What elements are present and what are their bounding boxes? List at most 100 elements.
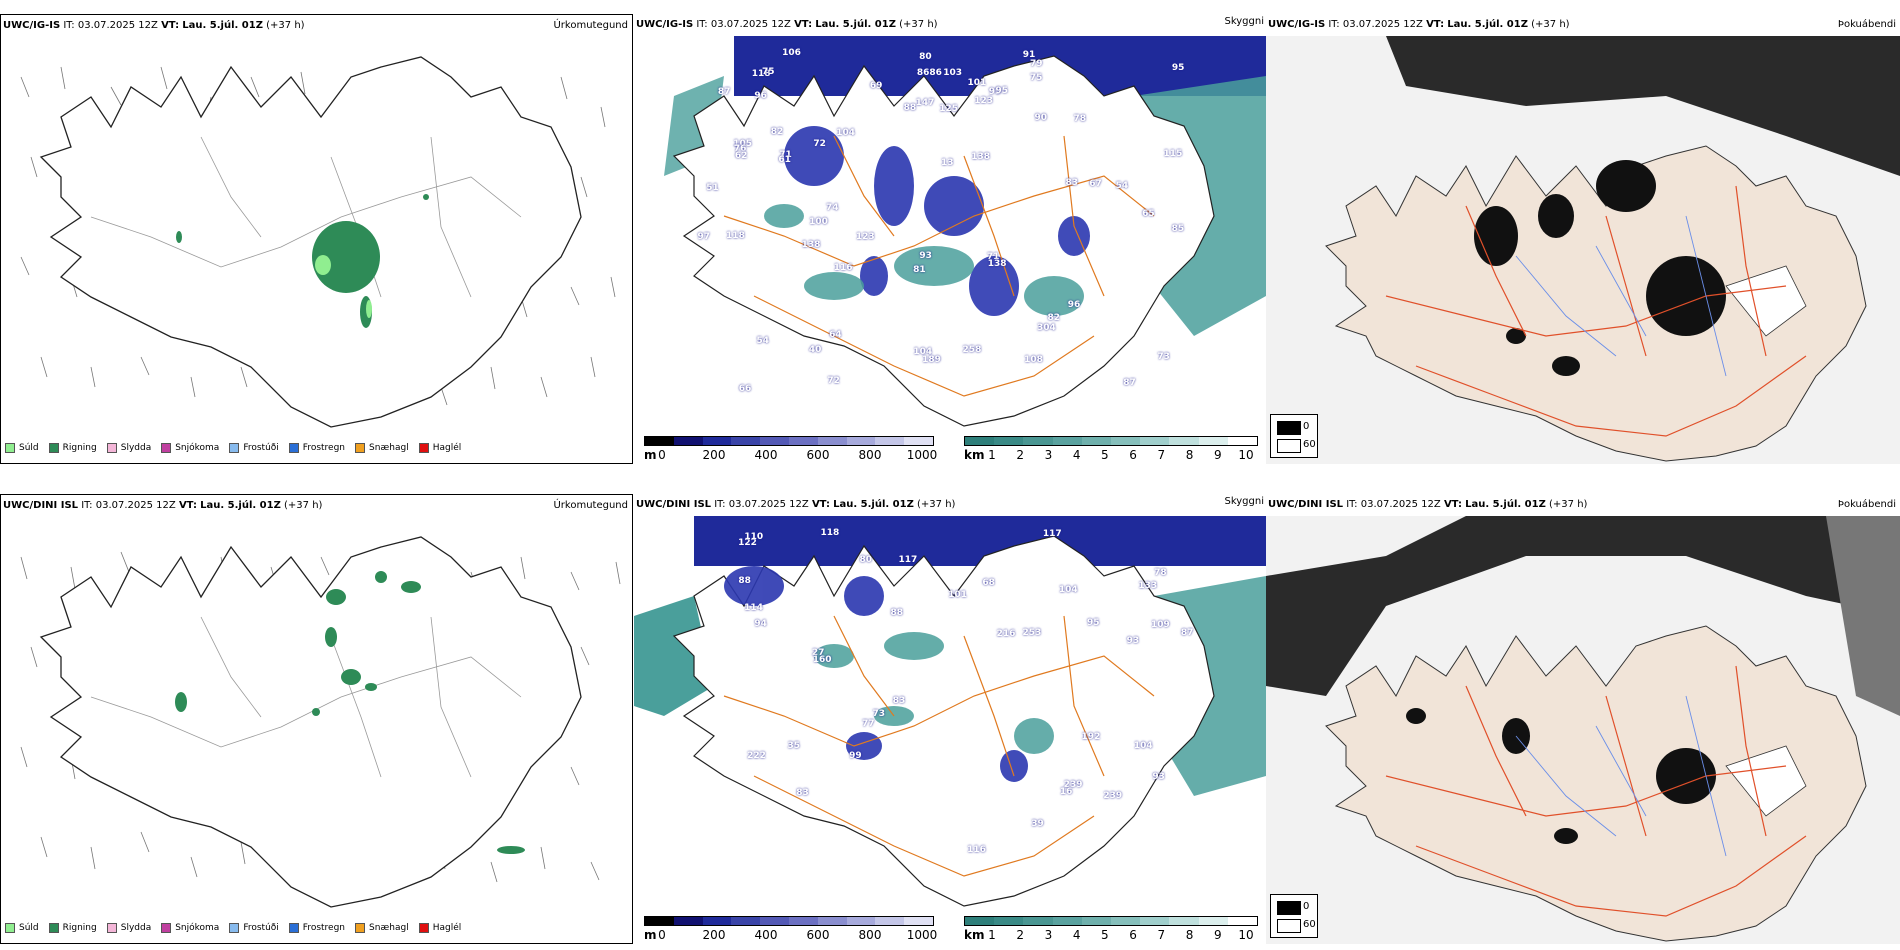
legend-item: Frostúði [229, 923, 279, 933]
cloud-base-label: 54 [756, 336, 770, 347]
legend-item: Haglél [418, 923, 461, 933]
legend-label: Haglél [432, 443, 462, 453]
legend-item: Slydda [106, 923, 152, 933]
cloud-base-label: 76 [733, 143, 747, 154]
cloud-base-label: 258 [962, 345, 982, 356]
valid-time: Lau. 5.júl. 01Z [833, 499, 914, 510]
iceland-coastline [672, 535, 1215, 907]
legend-label: Snjókoma [175, 923, 220, 933]
precip-rain-area [175, 571, 525, 854]
cloud-base-label: 72 [827, 375, 840, 386]
cloud-base-label: 67 [1089, 178, 1102, 189]
cloud-base-label: 91 [1022, 50, 1036, 61]
legend-label: Snæhagl [369, 923, 409, 933]
cloud-base-label: 78 [1154, 567, 1167, 578]
cloud-base-label: 64 [829, 329, 842, 340]
legend-swatch [48, 923, 59, 933]
cloud-base-label: 87 [1180, 627, 1194, 638]
legend-label: Slydda [120, 923, 152, 933]
cloud-base-label: 80 [919, 51, 932, 62]
roads [1385, 665, 1807, 917]
legend-swatch [355, 923, 366, 933]
legend-swatch [229, 923, 240, 933]
colorbar-tick: 0 [658, 448, 666, 462]
init-time: IT: 03.07.2025 12Z [81, 500, 176, 511]
fog-index-map [1266, 516, 1900, 944]
cloud-base-colorbar: m 0 200 400 600 800 1000 [644, 916, 937, 944]
cloud-base-label: 83 [1065, 177, 1079, 188]
colorbar-tick: 600 [806, 928, 830, 942]
cloud-base-label: 86 [916, 67, 930, 78]
legend-item: Frostúði [229, 443, 279, 453]
cloud-base-label: 87 [1123, 378, 1136, 389]
cloud-base-label: 125 [939, 103, 958, 114]
colorbar-tick: 3 [1044, 928, 1053, 942]
panel-title: Þokuábendi [1837, 19, 1896, 30]
cloud-base-label: 138 [987, 258, 1007, 269]
init-time: IT: 03.07.2025 12Z [696, 19, 791, 30]
cloud-base-label: 93 [919, 251, 932, 262]
fog-index-legend: 0 60 [1270, 414, 1318, 458]
cloud-base-label: 95 [995, 86, 1008, 97]
visibility-colorbar: km 1 2 3 4 5 6 7 8 9 10 [964, 916, 1258, 944]
model-name: UWC/DINI ISL [3, 500, 79, 511]
cloud-base-label: 133 [1138, 580, 1158, 591]
cloud-base-label: 104 [836, 127, 856, 138]
cloud-base-label: 40 [808, 345, 822, 356]
cloud-base-label: 189 [922, 355, 941, 366]
cloud-base-label: 95 [1087, 618, 1100, 629]
colorbar-unit: km [964, 928, 985, 942]
colorbar-tick: 8 [1185, 448, 1194, 462]
cloud-base-label: 104 [1058, 585, 1078, 596]
fog-index-legend: 0 60 [1270, 894, 1318, 938]
cloud-base-label: 65 [1142, 209, 1155, 220]
cloud-base-label: 61 [778, 154, 791, 165]
cloud-base-label: 39 [1031, 819, 1044, 830]
visibility-map [664, 36, 1266, 427]
cloud-base-label: 104 [1133, 741, 1153, 752]
panel-visibility-igis: UWC/IG-IS IT: 03.07.2025 12Z VT: Lau. 5.… [634, 14, 1266, 464]
cloud-base-label: 85 [1171, 223, 1185, 234]
model-name: UWC/IG-IS [3, 20, 61, 31]
cloud-base-label: 86 [929, 67, 942, 78]
colorbar-tick: 6 [1129, 928, 1137, 942]
cloud-base-label: 88 [903, 102, 917, 113]
roads [723, 615, 1155, 877]
cloud-base-label: 83 [892, 695, 906, 706]
cloud-base-label: 103 [943, 67, 963, 78]
cloud-base-label: 35 [787, 741, 801, 752]
precip-map [20, 536, 621, 908]
cloud-base-label: 138 [801, 240, 821, 251]
panel-header: UWC/DINI ISL IT: 03.07.2025 12Z VT: Lau.… [1266, 494, 1900, 516]
colorbar-tick: 5 [1101, 928, 1109, 942]
iceland-coastline [39, 536, 582, 908]
cloud-base-label: 82 [770, 127, 784, 137]
colorbar-tick: 400 [754, 928, 778, 942]
roads [723, 135, 1155, 397]
colorbar-unit: m [644, 448, 657, 462]
panel-title: Þokuábendi [1837, 499, 1896, 510]
cloud-base-label: 122 [738, 538, 757, 549]
colorbar-tick: 9 [1213, 928, 1222, 942]
panel-title: Úrkomutegund [553, 500, 628, 511]
cloud-base-labels: 125 118 147 105 99 104 91 103 79 123 106 115 96 95 88 7… [634, 36, 1266, 436]
lead-time: (+37 h) [1531, 19, 1570, 30]
cloud-base-label: 115 [1163, 148, 1183, 159]
roads [90, 616, 522, 778]
cloud-base-label: 160 [812, 654, 832, 665]
cloud-base-label: 99 [849, 750, 862, 761]
cloud-base-label: 253 [1022, 628, 1042, 639]
cloud-base-label: 118 [726, 231, 745, 242]
colorbar-tick: 800 [858, 928, 882, 942]
cloud-base-label: 66 [738, 383, 752, 394]
panel-fog-index-igis: UWC/IG-IS IT: 03.07.2025 12Z VT: Lau. 5.… [1266, 14, 1900, 464]
colorbar-tick: 1000 [906, 448, 938, 462]
cloud-base-label: 101 [967, 78, 987, 89]
colorbar-tick: 600 [806, 448, 830, 462]
cloud-base-label: 106 [782, 47, 801, 58]
cloud-base-label: 99 [988, 87, 1002, 98]
cloud-base-label: 77 [861, 718, 875, 729]
colorbar-tick: 2 [1016, 928, 1025, 942]
legend-item: Snæhagl [355, 923, 409, 933]
legend-swatch [161, 443, 172, 453]
